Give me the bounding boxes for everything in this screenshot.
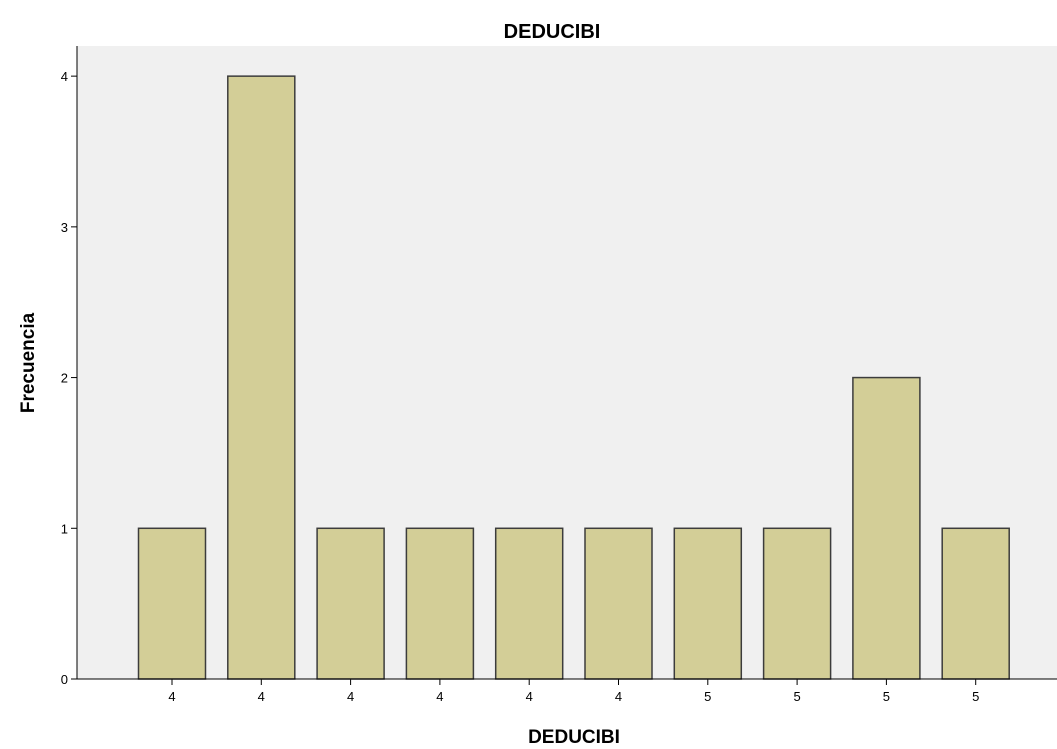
x-axis-title: DEDUCIBI xyxy=(528,727,620,748)
bar xyxy=(852,376,921,680)
bar xyxy=(584,527,653,680)
bar xyxy=(941,527,1010,680)
x-tick-label: 5 xyxy=(972,689,979,704)
y-tick-label: 2 xyxy=(61,371,68,386)
y-tick-label: 0 xyxy=(61,672,68,687)
bar xyxy=(316,527,385,680)
x-tick-label: 4 xyxy=(347,689,354,704)
y-tick-label: 4 xyxy=(61,69,68,84)
bar xyxy=(762,527,832,680)
y-tick-label: 3 xyxy=(61,220,68,235)
x-tick-label: 5 xyxy=(883,689,890,704)
x-tick-label: 5 xyxy=(704,689,711,704)
bar xyxy=(673,527,743,680)
y-axis-title: Frecuencia xyxy=(18,312,39,413)
y-axis-ticks: 0 1 2 3 4 xyxy=(61,69,77,687)
x-tick-label: 4 xyxy=(526,689,533,704)
chart-title: DEDUCIBI xyxy=(504,21,601,43)
bars xyxy=(137,75,1010,680)
bar xyxy=(494,527,564,680)
x-axis-ticks: 4 4 4 4 4 4 5 5 5 5 xyxy=(168,679,979,704)
bar xyxy=(227,75,296,680)
x-tick-label: 4 xyxy=(436,689,443,704)
x-tick-label: 4 xyxy=(615,689,622,704)
y-tick-label: 1 xyxy=(61,521,68,536)
x-tick-label: 5 xyxy=(793,689,800,704)
x-tick-label: 4 xyxy=(258,689,265,704)
bar xyxy=(137,527,207,680)
x-tick-label: 4 xyxy=(168,689,175,704)
bar xyxy=(405,527,475,680)
